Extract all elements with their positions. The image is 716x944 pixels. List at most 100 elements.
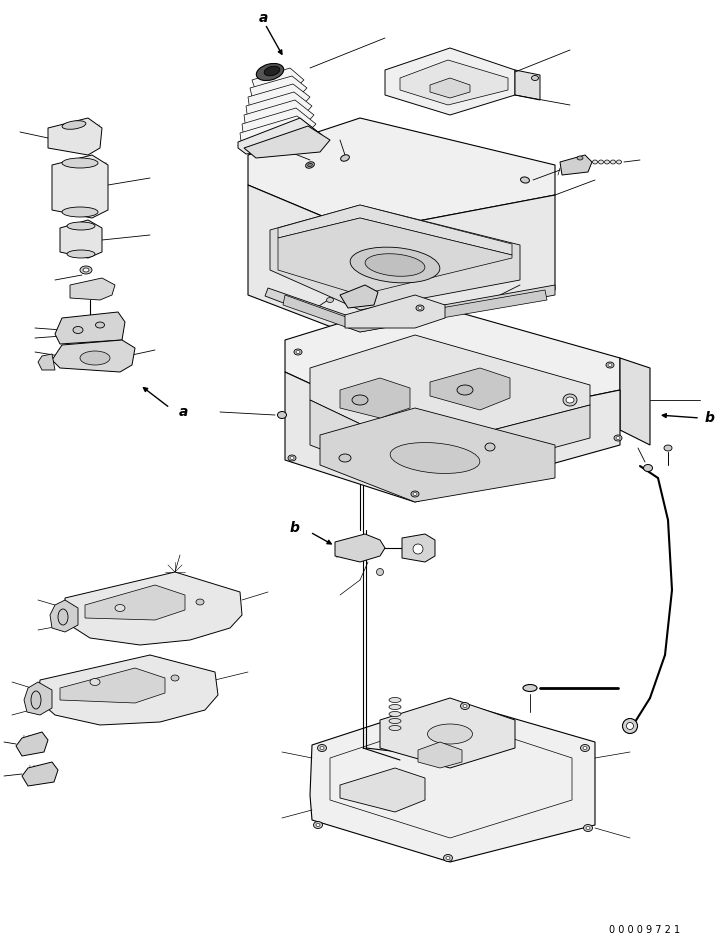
Ellipse shape <box>389 698 401 702</box>
Polygon shape <box>244 100 314 130</box>
Ellipse shape <box>460 702 470 710</box>
Ellipse shape <box>446 856 450 859</box>
Polygon shape <box>430 368 510 410</box>
Ellipse shape <box>306 161 314 168</box>
Ellipse shape <box>296 350 300 353</box>
Polygon shape <box>430 78 470 98</box>
Polygon shape <box>402 534 435 562</box>
Polygon shape <box>250 76 307 101</box>
Ellipse shape <box>566 397 574 403</box>
Ellipse shape <box>599 160 604 164</box>
Ellipse shape <box>584 824 593 832</box>
Polygon shape <box>310 400 590 485</box>
Polygon shape <box>283 290 547 332</box>
Ellipse shape <box>83 268 89 272</box>
Ellipse shape <box>390 443 480 474</box>
Ellipse shape <box>457 385 473 395</box>
Polygon shape <box>22 762 58 786</box>
Ellipse shape <box>443 854 453 862</box>
Ellipse shape <box>365 254 425 277</box>
Ellipse shape <box>196 599 204 605</box>
Polygon shape <box>385 48 515 115</box>
Ellipse shape <box>611 160 616 164</box>
Text: a: a <box>258 11 268 25</box>
Polygon shape <box>240 116 318 149</box>
Ellipse shape <box>577 156 583 160</box>
Ellipse shape <box>341 155 349 161</box>
Ellipse shape <box>31 691 41 709</box>
Ellipse shape <box>389 704 401 710</box>
Polygon shape <box>278 218 512 295</box>
Ellipse shape <box>616 160 621 164</box>
Ellipse shape <box>604 160 609 164</box>
Polygon shape <box>48 118 102 155</box>
Ellipse shape <box>171 675 179 681</box>
Ellipse shape <box>644 464 652 471</box>
Polygon shape <box>248 185 555 338</box>
Polygon shape <box>252 68 304 92</box>
Ellipse shape <box>115 604 125 612</box>
Polygon shape <box>248 84 310 111</box>
Polygon shape <box>24 682 52 715</box>
Ellipse shape <box>320 747 324 750</box>
Ellipse shape <box>67 250 95 258</box>
Ellipse shape <box>485 443 495 451</box>
Ellipse shape <box>326 297 334 302</box>
Ellipse shape <box>314 821 322 829</box>
Polygon shape <box>560 155 592 175</box>
Ellipse shape <box>463 704 467 707</box>
Ellipse shape <box>593 160 597 164</box>
Polygon shape <box>320 408 555 502</box>
Ellipse shape <box>563 394 577 406</box>
Ellipse shape <box>67 222 95 230</box>
Ellipse shape <box>316 823 320 827</box>
Polygon shape <box>340 285 378 308</box>
Polygon shape <box>310 700 595 862</box>
Text: b: b <box>705 411 715 425</box>
Ellipse shape <box>290 457 294 460</box>
Polygon shape <box>285 300 620 432</box>
Ellipse shape <box>427 724 473 744</box>
Polygon shape <box>340 768 425 812</box>
Ellipse shape <box>264 66 280 76</box>
Ellipse shape <box>389 712 401 716</box>
Ellipse shape <box>288 455 296 461</box>
Polygon shape <box>242 108 316 140</box>
Ellipse shape <box>664 445 672 451</box>
Ellipse shape <box>317 745 326 751</box>
Text: 0 0 0 0 9 7 2 1: 0 0 0 0 9 7 2 1 <box>609 925 681 935</box>
Polygon shape <box>244 126 330 158</box>
Polygon shape <box>65 572 242 645</box>
Polygon shape <box>50 600 78 632</box>
Ellipse shape <box>389 726 401 731</box>
Ellipse shape <box>614 435 622 441</box>
Polygon shape <box>265 285 555 332</box>
Ellipse shape <box>586 827 590 830</box>
Ellipse shape <box>622 718 637 733</box>
Ellipse shape <box>62 207 98 217</box>
Ellipse shape <box>95 322 105 328</box>
Polygon shape <box>380 698 515 768</box>
Polygon shape <box>60 220 102 258</box>
Ellipse shape <box>389 718 401 723</box>
Polygon shape <box>16 732 48 756</box>
Ellipse shape <box>413 493 417 496</box>
Polygon shape <box>310 335 590 450</box>
Ellipse shape <box>80 266 92 274</box>
Polygon shape <box>70 278 115 300</box>
Ellipse shape <box>626 722 634 730</box>
Polygon shape <box>38 655 218 725</box>
Ellipse shape <box>521 177 529 183</box>
Polygon shape <box>38 354 55 370</box>
Polygon shape <box>248 118 555 232</box>
Ellipse shape <box>339 454 351 462</box>
Polygon shape <box>285 372 620 502</box>
Polygon shape <box>335 534 385 562</box>
Polygon shape <box>246 92 312 121</box>
Polygon shape <box>52 155 108 218</box>
Polygon shape <box>238 118 322 154</box>
Polygon shape <box>418 742 462 768</box>
Polygon shape <box>400 60 508 105</box>
Ellipse shape <box>606 362 614 368</box>
Polygon shape <box>515 70 540 100</box>
